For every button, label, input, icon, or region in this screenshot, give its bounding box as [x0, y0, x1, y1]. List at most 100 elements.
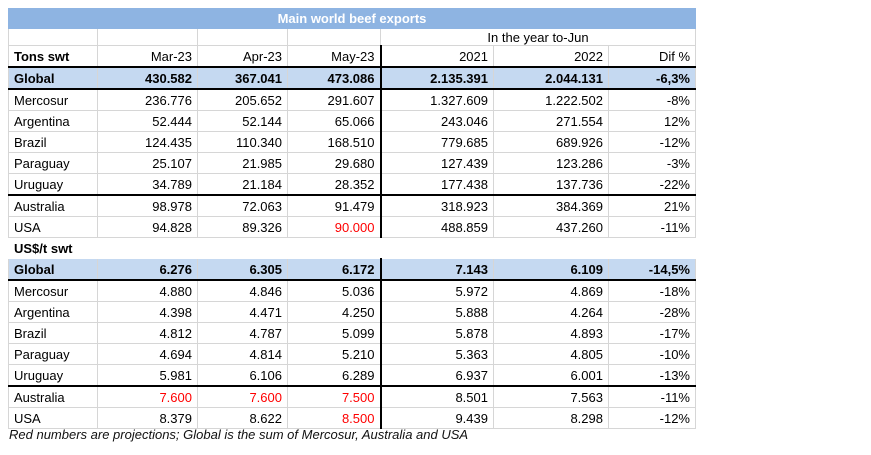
- cell-value: 52.144: [197, 110, 288, 132]
- cell-value: 7.600: [97, 385, 198, 408]
- cell-value: 7.563: [493, 385, 609, 408]
- cell-value: 9.439: [379, 407, 494, 429]
- cell-value: 6.172: [287, 258, 381, 281]
- empty-cell: [97, 28, 198, 46]
- cell-value: 21.184: [197, 173, 288, 196]
- cell-value: 8.501: [379, 385, 494, 408]
- cell-value: 4.694: [97, 343, 198, 365]
- cell-value: 4.812: [97, 322, 198, 344]
- cell-value: 473.086: [287, 66, 381, 90]
- footnote: Red numbers are projections; Global is t…: [9, 427, 469, 442]
- beef-table-body: Main world beef exports In the year to-J…: [8, 8, 696, 429]
- unit-label-tons-swt: Tons swt: [8, 45, 98, 68]
- column-header: May-23: [287, 45, 381, 68]
- cell-value: 52.444: [97, 110, 198, 132]
- cell-value: -11%: [608, 385, 696, 408]
- cell-value: 98.978: [97, 194, 198, 217]
- cell-value: 25.107: [97, 152, 198, 174]
- row-label: USA: [8, 216, 98, 238]
- cell-value: 21.985: [197, 152, 288, 174]
- cell-value: 4.398: [97, 301, 198, 323]
- cell-value: -12%: [608, 131, 696, 153]
- cell-value: -6,3%: [608, 66, 696, 90]
- cell-value: 65.066: [287, 110, 381, 132]
- cell-value: 7.600: [197, 385, 288, 408]
- cell-value: -18%: [608, 279, 696, 302]
- column-header-row: Tons swt Mar-23 Apr-23 May-23 2021 2022 Dif %: [8, 45, 696, 68]
- cell-value: 91.479: [287, 194, 381, 217]
- row-label: Brazil: [8, 131, 98, 153]
- table-title: Main world beef exports: [8, 8, 696, 29]
- cell-value: 4.846: [197, 279, 288, 302]
- subheader-row: In the year to-Jun: [8, 28, 696, 46]
- row-label: Australia: [8, 385, 98, 408]
- cell-value: 124.435: [97, 131, 198, 153]
- cell-value: 6.106: [197, 364, 288, 387]
- cell-value: 8.500: [287, 407, 381, 429]
- cell-value: 5.878: [379, 322, 494, 344]
- cell-value: 271.554: [493, 110, 609, 132]
- cell-value: 5.981: [97, 364, 198, 387]
- table-row: USA 8.379 8.622 8.500 9.439 8.298 -12%: [8, 407, 696, 429]
- cell-value: 5.099: [287, 322, 381, 344]
- cell-value: -3%: [608, 152, 696, 174]
- cell-value: 5.363: [379, 343, 494, 365]
- column-header: 2022: [493, 45, 609, 68]
- cell-value: 4.787: [197, 322, 288, 344]
- cell-value: -14,5%: [608, 258, 696, 281]
- row-label: Argentina: [8, 301, 98, 323]
- cell-value: 6.109: [493, 258, 609, 281]
- table-row: Argentina 52.444 52.144 65.066 243.046 271.55…: [8, 110, 696, 132]
- cell-value: 7.500: [287, 385, 381, 408]
- table-row: Global 430.582 367.041 473.086 2.135.391 2.04…: [8, 66, 696, 90]
- cell-value: 318.923: [379, 194, 494, 217]
- cell-value: 2.135.391: [379, 66, 494, 90]
- empty-cell: [8, 28, 98, 46]
- cell-value: 5.036: [287, 279, 381, 302]
- cell-value: 72.063: [197, 194, 288, 217]
- cell-value: 28.352: [287, 173, 381, 196]
- cell-value: 137.736: [493, 173, 609, 196]
- row-label: Paraguay: [8, 152, 98, 174]
- year-to-jun-span-header: In the year to-Jun: [380, 28, 696, 46]
- cell-value: 5.972: [379, 279, 494, 302]
- cell-value: 367.041: [197, 66, 288, 90]
- cell-value: 4.893: [493, 322, 609, 344]
- cell-value: 4.805: [493, 343, 609, 365]
- cell-value: -22%: [608, 173, 696, 196]
- table-row: Australia 7.600 7.600 7.500 8.501 7.563 -11%: [8, 385, 696, 408]
- row-label: Global: [8, 66, 98, 90]
- cell-value: -17%: [608, 322, 696, 344]
- table-row: Global 6.276 6.305 6.172 7.143 6.109 -14,5%: [8, 258, 696, 281]
- row-label: Brazil: [8, 322, 98, 344]
- cell-value: 2.044.131: [493, 66, 609, 90]
- cell-value: 4.264: [493, 301, 609, 323]
- cell-value: 488.859: [379, 216, 494, 238]
- row-label: Australia: [8, 194, 98, 217]
- empty-cell: [197, 28, 288, 46]
- cell-value: 123.286: [493, 152, 609, 174]
- cell-value: 8.622: [197, 407, 288, 429]
- cell-value: 168.510: [287, 131, 381, 153]
- cell-value: 5.210: [287, 343, 381, 365]
- empty-cell: [287, 28, 381, 46]
- cell-value: -10%: [608, 343, 696, 365]
- beef-exports-table-container: Main world beef exports In the year to-J…: [8, 8, 696, 429]
- cell-value: 4.814: [197, 343, 288, 365]
- table-row: Brazil 124.435 110.340 168.510 779.685 689.92…: [8, 131, 696, 153]
- cell-value: 4.471: [197, 301, 288, 323]
- row-label: Mercosur: [8, 279, 98, 302]
- cell-value: 12%: [608, 110, 696, 132]
- table-row: Uruguay 34.789 21.184 28.352 177.438 137.736-…: [8, 173, 696, 196]
- column-header: Dif %: [608, 45, 696, 68]
- unit-label-usd-per-t-swt: US$/t swt: [8, 237, 381, 259]
- cell-value: 6.305: [197, 258, 288, 281]
- cell-value: 127.439: [379, 152, 494, 174]
- cell-value: -13%: [608, 364, 696, 387]
- cell-value: 7.143: [379, 258, 494, 281]
- row-label: Paraguay: [8, 343, 98, 365]
- table-row: Australia 98.978 72.063 91.479 318.923 384.36…: [8, 194, 696, 217]
- table-row: Paraguay 4.694 4.814 5.210 5.363 4.805 -10%: [8, 343, 696, 365]
- cell-value: 6.937: [379, 364, 494, 387]
- cell-value: 90.000: [287, 216, 381, 238]
